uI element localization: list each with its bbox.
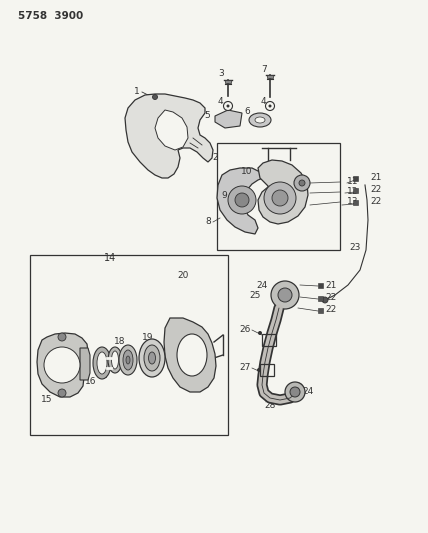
Bar (260, 364, 274, 376)
Circle shape (223, 101, 232, 110)
Text: 7: 7 (261, 64, 267, 74)
Bar (262, 334, 276, 346)
Text: 19: 19 (142, 334, 154, 343)
Circle shape (272, 190, 288, 206)
Bar (225, 80, 231, 83)
Text: 5: 5 (204, 110, 210, 119)
Text: 22: 22 (370, 185, 381, 195)
Polygon shape (125, 94, 213, 178)
Text: 16: 16 (85, 377, 97, 386)
Text: 13: 13 (347, 198, 359, 206)
Ellipse shape (177, 334, 207, 376)
Text: 18: 18 (114, 337, 126, 346)
Ellipse shape (93, 347, 111, 379)
Text: 22: 22 (325, 305, 336, 314)
Ellipse shape (249, 113, 271, 127)
Text: 5758  3900: 5758 3900 (18, 11, 83, 21)
Text: 24: 24 (256, 280, 268, 289)
Text: 10: 10 (241, 166, 253, 175)
Text: 15: 15 (41, 395, 53, 405)
Text: 8: 8 (205, 217, 211, 227)
Circle shape (294, 175, 310, 191)
Circle shape (235, 193, 249, 207)
Text: 24: 24 (302, 387, 314, 397)
Text: 14: 14 (104, 253, 116, 263)
Text: 4: 4 (217, 96, 223, 106)
Circle shape (322, 297, 328, 303)
Ellipse shape (112, 351, 119, 369)
Text: 11: 11 (347, 177, 359, 187)
Text: 21: 21 (325, 280, 336, 289)
Text: 21: 21 (370, 174, 381, 182)
Text: 27: 27 (239, 364, 251, 373)
Ellipse shape (139, 339, 165, 377)
Bar (30, 255, 228, 435)
Text: 9: 9 (221, 190, 227, 199)
Ellipse shape (144, 345, 160, 371)
Circle shape (271, 281, 299, 309)
Circle shape (257, 368, 261, 372)
Circle shape (226, 104, 229, 108)
Bar (318, 308, 323, 313)
Text: 3: 3 (218, 69, 224, 78)
Polygon shape (37, 333, 88, 397)
Ellipse shape (149, 352, 155, 364)
Text: 25: 25 (250, 292, 261, 301)
Text: 28: 28 (265, 400, 276, 409)
Bar (318, 283, 323, 288)
Circle shape (58, 333, 66, 341)
Polygon shape (258, 160, 308, 224)
Circle shape (258, 331, 262, 335)
Text: 23: 23 (349, 244, 361, 253)
Text: 20: 20 (177, 271, 189, 279)
Circle shape (278, 288, 292, 302)
Circle shape (290, 387, 300, 397)
Ellipse shape (108, 347, 122, 373)
Text: 6: 6 (244, 107, 250, 116)
Bar (217, 143, 340, 250)
Bar (267, 75, 273, 78)
Ellipse shape (255, 117, 265, 123)
Circle shape (228, 186, 256, 214)
Ellipse shape (126, 356, 130, 364)
Ellipse shape (123, 350, 133, 370)
Bar (318, 296, 323, 301)
Text: 17: 17 (99, 370, 111, 379)
Bar (353, 200, 358, 205)
Circle shape (299, 180, 305, 186)
Text: 22: 22 (370, 198, 381, 206)
Text: 4: 4 (260, 96, 266, 106)
Polygon shape (217, 168, 263, 234)
Circle shape (44, 347, 80, 383)
Bar (353, 188, 358, 193)
Text: 22: 22 (325, 294, 336, 303)
Circle shape (285, 382, 305, 402)
Circle shape (265, 101, 274, 110)
Polygon shape (164, 318, 216, 392)
Text: 1: 1 (134, 87, 140, 96)
Polygon shape (215, 110, 242, 128)
Circle shape (268, 104, 271, 108)
Circle shape (264, 182, 296, 214)
Bar (353, 176, 358, 181)
Circle shape (152, 94, 158, 100)
Text: 2: 2 (212, 154, 218, 163)
Polygon shape (155, 110, 188, 150)
Circle shape (58, 389, 66, 397)
Text: 12: 12 (347, 188, 358, 197)
Text: 26: 26 (239, 326, 251, 335)
Polygon shape (80, 348, 90, 380)
Ellipse shape (119, 345, 137, 375)
Ellipse shape (97, 352, 107, 374)
